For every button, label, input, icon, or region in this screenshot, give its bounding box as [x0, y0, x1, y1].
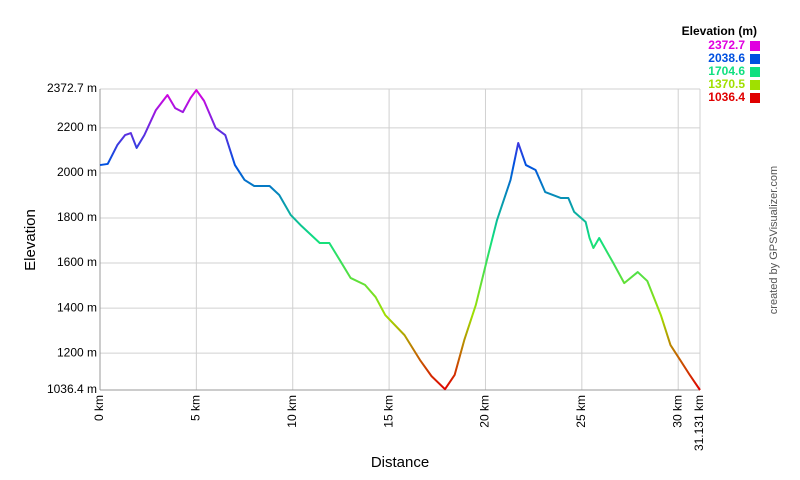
- legend-title: Elevation (m): [682, 24, 757, 38]
- legend-swatch: [750, 41, 760, 51]
- legend-label: 1036.4: [708, 90, 745, 104]
- y-tick-label: 1600 m: [57, 255, 97, 269]
- y-tick-label: 2372.7 m: [47, 81, 97, 95]
- legend-swatch: [750, 93, 760, 103]
- legend-swatch: [750, 54, 760, 64]
- x-tick-label: 10 km: [285, 395, 299, 428]
- legend-label: 1704.6: [708, 64, 745, 78]
- x-tick-label: 0 km: [92, 395, 106, 421]
- legend-label: 2038.6: [708, 51, 745, 65]
- y-tick-label: 1200 m: [57, 345, 97, 359]
- credit: created by GPSVisualizer.com: [768, 166, 780, 314]
- y-tick-label: 1400 m: [57, 300, 97, 314]
- x-tick-label: 5 km: [189, 395, 203, 421]
- legend-swatch: [750, 67, 760, 77]
- legend-swatch: [750, 80, 760, 90]
- elevation-line: [99, 89, 701, 391]
- x-axis-title: Distance: [371, 454, 429, 471]
- x-tick-label: 20 km: [478, 395, 492, 428]
- x-tick-label: 25 km: [574, 395, 588, 428]
- y-tick-label: 2000 m: [57, 165, 97, 179]
- y-tick-label: 1800 m: [57, 210, 97, 224]
- x-tick-label: 31.131 km: [692, 395, 706, 451]
- legend-label: 2372.7: [708, 38, 745, 52]
- x-tick-label: 15 km: [381, 395, 395, 428]
- x-tick-label: 30 km: [670, 395, 684, 428]
- y-axis-title: Elevation: [22, 209, 39, 271]
- legend-label: 1370.5: [708, 77, 745, 91]
- y-tick-label: 2200 m: [57, 120, 97, 134]
- y-tick-label: 1036.4 m: [47, 382, 97, 396]
